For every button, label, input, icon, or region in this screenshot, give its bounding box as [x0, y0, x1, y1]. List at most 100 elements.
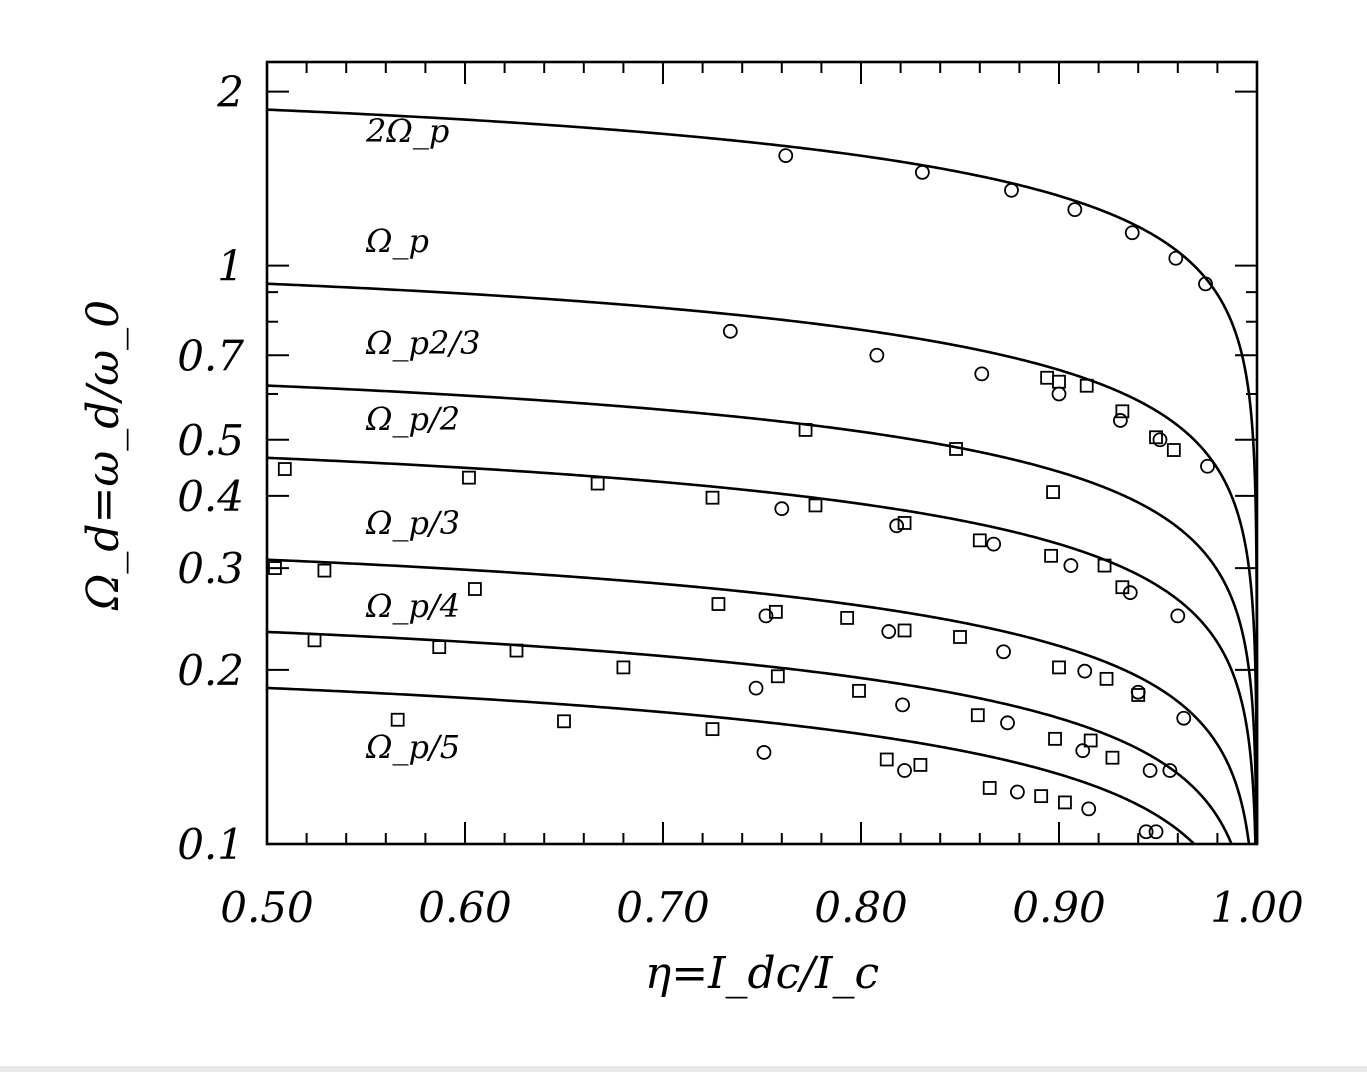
y-tick-label: 0.3 — [177, 544, 244, 593]
curve-label: 2Ω_p — [365, 112, 449, 150]
circle-point — [895, 697, 910, 713]
square-point — [808, 498, 823, 513]
circle-point — [1162, 763, 1178, 778]
circle-point — [1000, 715, 1015, 731]
circle-point — [1148, 824, 1164, 840]
circle-point — [722, 323, 738, 339]
square-point — [1048, 731, 1062, 746]
square-point — [616, 660, 631, 675]
plot-frame — [265, 60, 1259, 846]
x-axis-label: η=I_dc/I_c — [645, 948, 879, 999]
curve-6 — [266, 630, 1233, 845]
x-tick-label: 0.90 — [1012, 883, 1106, 932]
square-point — [1099, 671, 1114, 686]
circle-point — [1067, 202, 1083, 218]
circle-point — [1051, 386, 1067, 402]
y-tick-label: 1 — [217, 242, 244, 291]
square-point — [432, 640, 447, 655]
square-point — [317, 563, 332, 578]
circle-point — [1198, 276, 1213, 292]
circle-point — [1170, 608, 1186, 624]
square-point — [798, 423, 813, 437]
square-point — [1040, 370, 1055, 385]
square-point — [982, 781, 997, 795]
circle-point — [869, 347, 885, 363]
square-point — [1115, 404, 1130, 419]
circle-point — [1168, 250, 1184, 266]
circle-point — [778, 148, 794, 164]
circle-point — [1004, 182, 1019, 198]
circle-point — [1176, 710, 1192, 726]
curve-label: Ω_p — [365, 222, 429, 260]
square-point — [1058, 795, 1072, 810]
curve-3 — [266, 384, 1258, 845]
y-tick-label: 0.7 — [177, 331, 244, 380]
square-point — [913, 758, 928, 772]
curve-2 — [266, 282, 1259, 844]
circle-point — [881, 624, 897, 639]
x-tick-label: 0.50 — [220, 883, 314, 932]
circle-point — [1063, 558, 1079, 573]
square-point — [462, 470, 476, 485]
square-point — [1149, 430, 1163, 445]
square-point — [509, 643, 524, 658]
circle-point — [748, 680, 764, 696]
square-point — [970, 708, 985, 723]
square-point — [953, 630, 967, 644]
curve-7 — [266, 686, 1196, 845]
square-point — [897, 623, 912, 638]
curve-labels: 2Ω_p Ω_p Ω_p2/3 Ω_p/2 Ω_p/3 Ω_p/4 Ω_p/5 — [365, 112, 481, 766]
curve-label: Ω_p/3 — [365, 504, 460, 542]
x-tick-label: 1.00 — [1210, 883, 1304, 932]
x-tick-label: 0.80 — [814, 883, 908, 932]
curve-4 — [266, 456, 1257, 845]
square-point — [879, 752, 894, 767]
curve-1 — [266, 108, 1259, 844]
x-tick-label: 0.70 — [616, 883, 710, 932]
curve-label: Ω_p2/3 — [365, 324, 481, 362]
circle-point — [1010, 784, 1025, 800]
square-point — [1046, 485, 1060, 499]
circle-point — [897, 763, 912, 778]
square-point — [1115, 580, 1130, 595]
axis-ticks: 0.50 0.60 0.70 0.80 0.90 1.00 0.1 0.2 0.3 0.4 0.5 0… — [177, 62, 1304, 932]
square-point — [770, 669, 785, 684]
curves — [266, 108, 1259, 845]
square-point — [949, 442, 963, 456]
square-point — [840, 611, 855, 625]
square-point — [307, 633, 322, 648]
circle-point — [756, 745, 772, 760]
square-point — [390, 712, 405, 727]
y-tick-label: 0.2 — [177, 646, 244, 695]
bottom-edge-strip — [0, 1066, 1367, 1072]
curve-5 — [266, 558, 1251, 845]
circle-point — [1142, 763, 1158, 778]
circle-point — [758, 608, 774, 624]
y-tick-label: 0.4 — [177, 472, 244, 521]
square-point — [705, 722, 720, 737]
circle-point — [1081, 801, 1097, 817]
circle-point — [774, 501, 790, 517]
square-point — [467, 582, 482, 596]
square-point — [1166, 443, 1181, 457]
y-tick-label: 0.1 — [177, 820, 244, 869]
circle-point — [996, 644, 1011, 660]
square-point — [897, 516, 912, 530]
square-point — [972, 533, 987, 548]
y-axis-label: Ω_d=ω_d/ω_0 — [78, 300, 129, 611]
square-point — [277, 462, 292, 476]
x-tick-label: 0.60 — [418, 883, 512, 932]
circle-point — [1112, 413, 1128, 428]
square-point — [705, 490, 720, 505]
curve-label: Ω_p/4 — [365, 587, 460, 625]
y-tick-label: 0.5 — [177, 416, 244, 465]
curve-label: Ω_p/2 — [365, 400, 460, 438]
y-tick-label: 2 — [216, 68, 244, 117]
square-point — [852, 683, 866, 698]
circle-point — [1075, 743, 1091, 759]
square-point — [1052, 660, 1066, 675]
circle-point — [1077, 663, 1093, 679]
circle-point — [1124, 225, 1140, 241]
square-point — [1105, 750, 1120, 765]
